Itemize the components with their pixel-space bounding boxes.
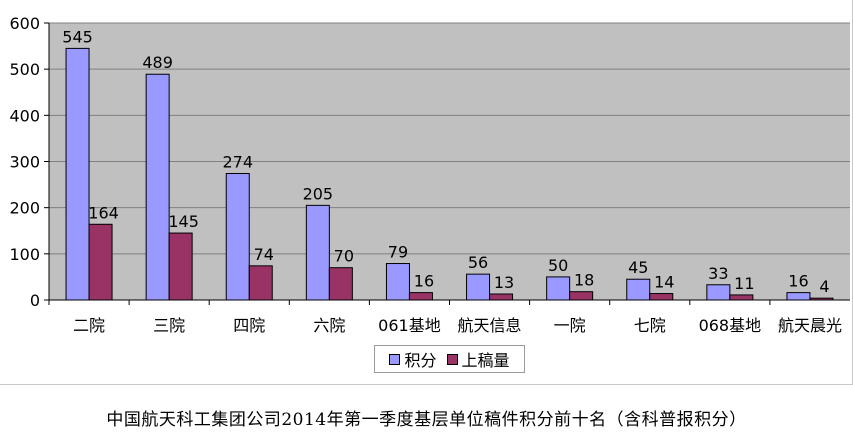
data-label: 13 — [494, 273, 514, 292]
legend-swatch-series-1 — [446, 353, 458, 365]
legend-item-series-1: 上稿量 — [446, 347, 510, 371]
bar-series-1 — [168, 232, 193, 301]
data-label: 16 — [414, 272, 434, 291]
x-category-label: 一院 — [554, 316, 586, 335]
bar-series-1 — [649, 293, 674, 301]
legend-item-series-0: 积分 — [389, 347, 437, 371]
data-label: 164 — [88, 203, 119, 222]
y-tick-label: 300 — [9, 153, 40, 172]
data-label: 145 — [168, 212, 199, 231]
y-tick-label: 400 — [9, 106, 40, 125]
y-tick-label: 100 — [9, 245, 40, 264]
bar-series-0 — [145, 73, 170, 301]
data-label: 205 — [303, 184, 334, 203]
x-category-label: 四院 — [233, 316, 265, 335]
legend-label-series-1: 上稿量 — [461, 351, 510, 370]
bar-series-0 — [626, 278, 651, 301]
legend: 积分 上稿量 — [374, 345, 525, 373]
bar-series-0 — [546, 276, 571, 301]
bar-series-1 — [408, 292, 433, 301]
data-label: 45 — [628, 258, 648, 277]
x-category-label: 七院 — [634, 316, 666, 335]
chart-title: 中国航天科工集团公司2014年第一季度基层单位稿件积分前十名（含科普报积分） — [106, 410, 747, 430]
data-label: 16 — [788, 272, 808, 291]
bar-series-1 — [729, 294, 754, 301]
y-tick-label: 600 — [9, 14, 40, 33]
bar-series-1 — [489, 293, 514, 301]
y-tick-label: 200 — [9, 199, 40, 218]
bar-series-1 — [569, 291, 594, 301]
data-label: 70 — [334, 247, 354, 266]
x-category-label: 068基地 — [699, 316, 762, 335]
x-category-label: 二院 — [73, 316, 105, 335]
data-label: 489 — [142, 53, 173, 72]
x-category-label: 航天信息 — [458, 316, 522, 335]
x-category-label: 航天晨光 — [778, 316, 842, 335]
legend-label-series-0: 积分 — [404, 351, 437, 370]
bar-series-0 — [65, 47, 90, 301]
x-category-label: 三院 — [153, 316, 185, 335]
bar-series-0 — [786, 292, 811, 301]
bar-series-0 — [706, 284, 731, 301]
bar-series-1 — [809, 297, 834, 301]
y-tick-label: 0 — [30, 291, 40, 310]
x-category-label: 六院 — [313, 316, 345, 335]
bar-series-1 — [328, 267, 353, 301]
data-label: 274 — [222, 153, 253, 172]
legend-swatch-series-0 — [389, 353, 401, 365]
bar-series-1 — [248, 265, 273, 301]
x-category-label: 061基地 — [378, 316, 441, 335]
data-label: 56 — [468, 253, 488, 272]
data-label: 18 — [574, 271, 594, 290]
data-label: 11 — [734, 274, 754, 293]
bar-series-0 — [225, 173, 250, 301]
data-label: 74 — [254, 245, 274, 264]
bar-series-0 — [385, 263, 410, 301]
data-label: 79 — [388, 243, 408, 262]
bar-series-0 — [466, 273, 491, 301]
data-label: 545 — [62, 27, 93, 46]
data-label: 4 — [819, 277, 829, 296]
chart-frame: 0 100 200 300 400 500 600 545 164 二院 489 145 三院 274 74… — [0, 0, 853, 385]
data-label: 50 — [548, 256, 568, 275]
bar-chart: 0100200300400500600545164二院489145三院27474… — [9, 14, 850, 335]
data-label: 14 — [654, 273, 674, 292]
bar-series-1 — [88, 223, 113, 301]
data-label: 33 — [708, 264, 728, 283]
y-tick-label: 500 — [9, 60, 40, 79]
bar-series-0 — [305, 204, 330, 301]
